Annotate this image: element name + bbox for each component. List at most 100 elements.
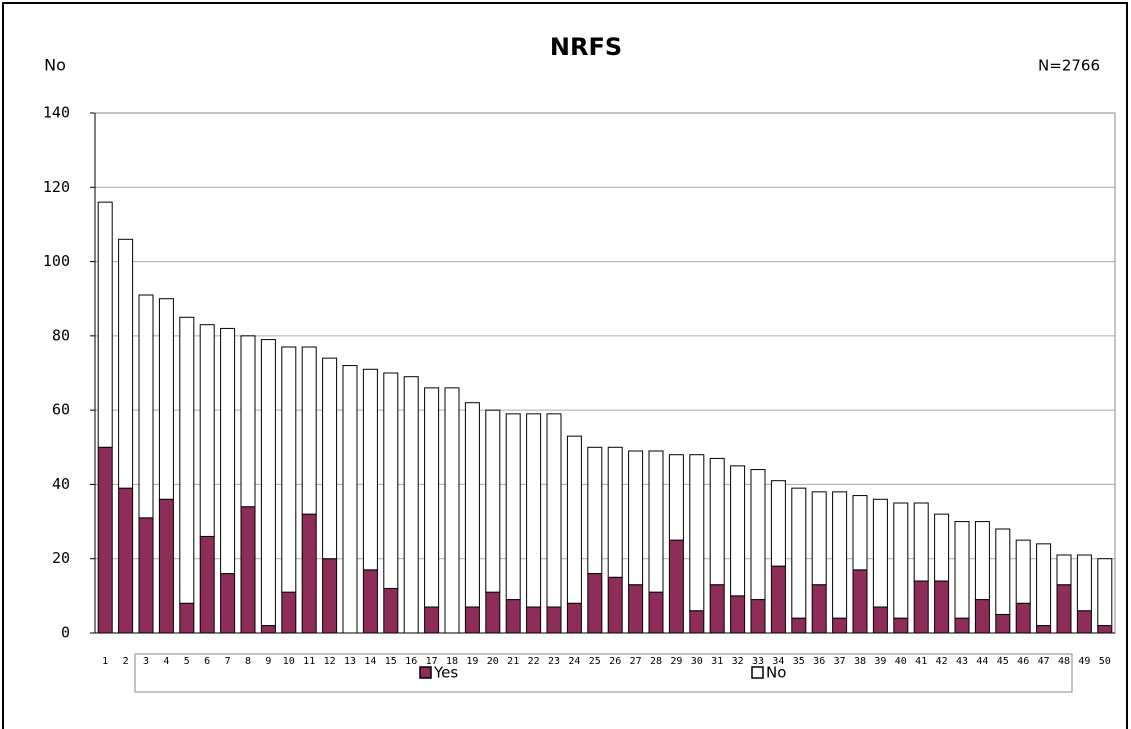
x-tick-label: 2: [123, 656, 129, 667]
x-tick-label: 9: [265, 656, 271, 667]
x-tick-label: 29: [670, 656, 682, 667]
bar-segment: [607, 576, 623, 634]
bar-segment: [913, 502, 929, 582]
bar-segment: [383, 587, 399, 634]
y-tick-label: 60: [52, 401, 70, 419]
x-tick-label: 34: [772, 656, 784, 667]
bar-segment: [158, 298, 174, 500]
bar-segment: [791, 617, 807, 634]
x-tick-label: 16: [405, 656, 417, 667]
bar-segment: [832, 491, 848, 619]
bar-segment: [1076, 554, 1092, 612]
bar-segment: [648, 450, 664, 593]
bar-segment: [974, 599, 990, 634]
bar-segment: [97, 446, 113, 634]
legend: [134, 653, 1073, 693]
x-tick-label: 8: [245, 656, 251, 667]
x-tick-label: 46: [1017, 656, 1029, 667]
bar-segment: [485, 591, 501, 634]
x-tick-label: 17: [426, 656, 438, 667]
x-tick-label: 7: [225, 656, 231, 667]
bar-segment: [628, 450, 644, 586]
bar-segment: [607, 446, 623, 578]
x-tick-label: 45: [997, 656, 1009, 667]
bar-segment: [832, 617, 848, 634]
bar-segment: [995, 528, 1011, 615]
x-tick-label: 15: [385, 656, 397, 667]
bar-segment: [546, 413, 562, 608]
y-tick-label: 0: [61, 624, 70, 642]
bar-segment: [750, 469, 766, 601]
x-tick-label: 35: [793, 656, 805, 667]
x-tick-label: 49: [1078, 656, 1090, 667]
x-tick-label: 24: [568, 656, 580, 667]
bar-segment: [220, 327, 236, 575]
bar-segment: [730, 595, 746, 634]
bar-segment: [668, 539, 684, 634]
x-tick-label: 18: [446, 656, 458, 667]
x-tick-label: 12: [324, 656, 336, 667]
bar-segment: [485, 409, 501, 593]
bar-segment: [342, 365, 358, 634]
bar-segment: [770, 565, 786, 634]
x-tick-label: 28: [650, 656, 662, 667]
bar-segment: [1036, 543, 1052, 627]
x-tick-label: 32: [732, 656, 744, 667]
bar-segment: [689, 454, 705, 612]
bar-segment: [199, 324, 215, 537]
x-tick-label: 39: [874, 656, 886, 667]
bar-segment: [934, 580, 950, 634]
bar-segment: [1036, 625, 1052, 634]
bar-segment: [383, 372, 399, 589]
bar-segment: [668, 454, 684, 541]
bar-segment: [240, 506, 256, 634]
y-tick-label: 140: [43, 104, 70, 122]
y-tick-label: 100: [43, 252, 70, 270]
bar-segment: [301, 513, 317, 634]
bar-segment: [260, 339, 276, 627]
x-tick-label: 10: [283, 656, 295, 667]
x-tick-label: 3: [143, 656, 149, 667]
bar-segment: [791, 487, 807, 619]
x-tick-label: 43: [956, 656, 968, 667]
bar-segment: [403, 376, 419, 634]
bar-segment: [1097, 558, 1113, 627]
bar-segment: [872, 606, 888, 634]
y-tick-label: 80: [52, 326, 70, 344]
bar-segment: [199, 535, 215, 634]
bar-segment: [546, 606, 562, 634]
x-tick-label: 37: [834, 656, 846, 667]
bar-segment: [464, 402, 480, 608]
bar-segment: [811, 491, 827, 586]
x-tick-label: 6: [204, 656, 210, 667]
x-tick-label: 25: [589, 656, 601, 667]
x-tick-label: 21: [507, 656, 519, 667]
bar-segment: [158, 498, 174, 634]
x-tick-label: 48: [1058, 656, 1070, 667]
bar-segment: [138, 294, 154, 519]
bar-segment: [362, 569, 378, 634]
bar-segment: [240, 335, 256, 508]
x-tick-label: 47: [1038, 656, 1050, 667]
bar-segment: [322, 558, 338, 634]
bar-segment: [709, 457, 725, 586]
bar-segment: [179, 316, 195, 604]
bar-segment: [362, 368, 378, 571]
bar-segment: [220, 573, 236, 634]
x-tick-label: 14: [364, 656, 376, 667]
x-tick-label: 20: [487, 656, 499, 667]
x-tick-label: 22: [528, 656, 540, 667]
bar-segment: [464, 606, 480, 634]
x-tick-label: 27: [630, 656, 642, 667]
x-tick-label: 36: [813, 656, 825, 667]
y-axis-label: No: [44, 56, 66, 75]
bar-segment: [750, 599, 766, 634]
bar-segment: [118, 487, 134, 634]
x-tick-label: 23: [548, 656, 560, 667]
bar-segment: [322, 357, 338, 560]
bar-segment: [648, 591, 664, 634]
bar-segment: [954, 521, 970, 619]
legend-swatch: [419, 666, 432, 679]
